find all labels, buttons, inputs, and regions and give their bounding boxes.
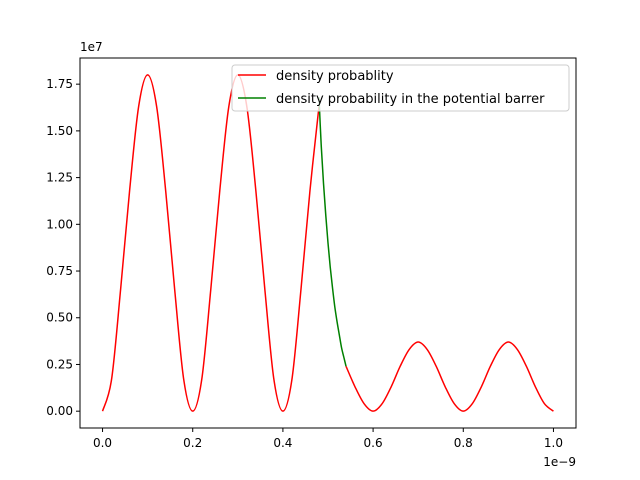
series-lines	[101, 74, 554, 412]
y-axis: 0.00 0.25 0.50 0.75 1.00 1.25 1.50 1.75	[46, 77, 80, 418]
y-tick-label: 0.50	[46, 311, 73, 325]
y-tick-label: 1.25	[46, 171, 73, 185]
x-axis: 0.0 0.2 0.4 0.6 0.8 1.0	[93, 428, 563, 450]
x-tick-label: 1.0	[544, 436, 563, 450]
y-tick-label: 0.75	[46, 264, 73, 278]
y-offset-label: 1e7	[80, 40, 103, 54]
series-0-line-segment-1	[345, 341, 554, 412]
plot-frame	[79, 57, 577, 429]
x-tick-label: 0.8	[454, 436, 473, 450]
x-offset-label: 1e−9	[543, 455, 576, 469]
x-tick-label: 0.4	[273, 436, 292, 450]
legend-frame	[231, 64, 570, 112]
x-tick-label: 0.0	[93, 436, 112, 450]
legend-label-density-probability: density probablity	[276, 69, 394, 84]
legend: density probablity density probability i…	[231, 64, 570, 112]
series-0-line-segment-0	[101, 74, 320, 412]
series-1-line-segment-0	[318, 97, 347, 367]
y-tick-label: 0.25	[46, 357, 73, 371]
x-tick-label: 0.6	[364, 436, 383, 450]
y-tick-label: 0.00	[46, 404, 73, 418]
y-tick-label: 1.00	[46, 217, 73, 231]
x-tick-label: 0.2	[183, 436, 202, 450]
y-tick-label: 1.75	[46, 77, 73, 91]
y-tick-label: 1.50	[46, 124, 73, 138]
legend-label-barrier-density: density probability in the potential bar…	[276, 92, 545, 107]
